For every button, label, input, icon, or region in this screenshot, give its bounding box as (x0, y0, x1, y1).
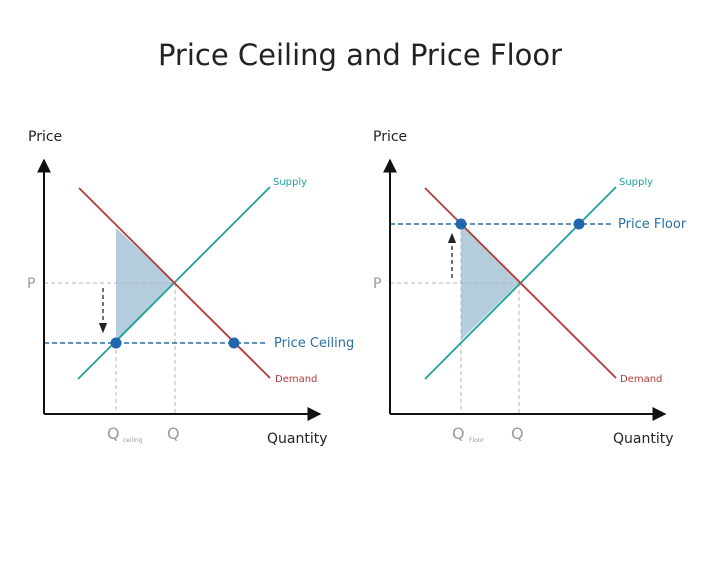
left-p-label: P (27, 276, 35, 292)
right-demand-label: Demand (620, 374, 662, 385)
price-ceiling-label: Price Ceiling (274, 336, 354, 351)
left-q-ceiling-label: Q (107, 424, 120, 443)
right-p-label: P (373, 276, 381, 292)
left-price-axis-label: Price (28, 129, 62, 145)
left-q-ceiling-subscript: ceiling (123, 437, 143, 444)
price-floor-label: Price Floor (618, 217, 687, 232)
right-q-label: Q (511, 424, 524, 443)
left-shortage-area (116, 228, 175, 343)
right-price-axis-label: Price (373, 129, 407, 145)
price-ceiling-panel: Price Quantity P Q Q ceiling Supply Dema… (27, 129, 354, 447)
right-supply-label: Supply (619, 177, 653, 188)
right-quantity-demanded-dot (455, 218, 467, 230)
left-demand-label: Demand (275, 374, 317, 385)
right-demand-curve (424, 187, 617, 379)
right-quantity-axis-label: Quantity (613, 431, 674, 447)
page-title: Price Ceiling and Price Floor (157, 38, 563, 72)
right-q-floor-label: Q (452, 424, 465, 443)
left-quantity-supplied-dot (110, 337, 122, 349)
left-quantity-axis-label: Quantity (267, 431, 328, 447)
price-floor-panel: Price Quantity P Q Q Floor Supply Demand… (373, 129, 687, 447)
left-q-label: Q (167, 424, 180, 443)
right-surplus-area (461, 224, 519, 340)
left-quantity-demanded-dot (228, 337, 240, 349)
right-q-floor-subscript: Floor (469, 437, 484, 444)
right-quantity-supplied-dot (573, 218, 585, 230)
left-supply-label: Supply (273, 177, 307, 188)
